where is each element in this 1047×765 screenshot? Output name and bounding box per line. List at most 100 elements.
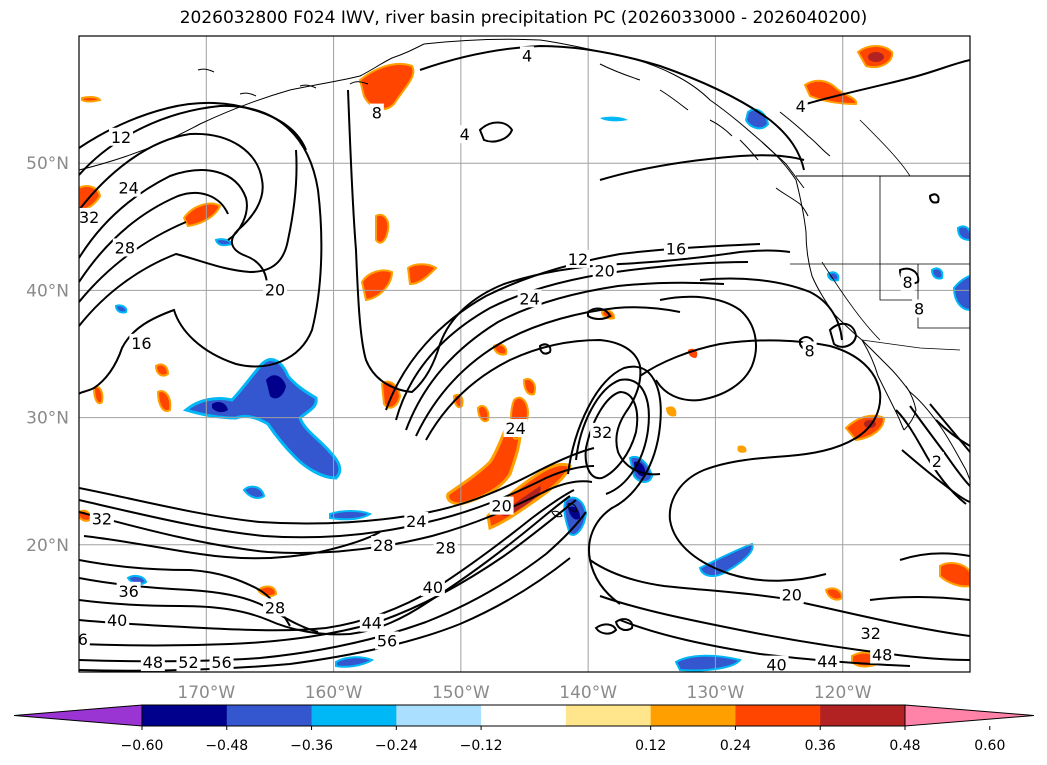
contour-label: 56 [377, 631, 397, 650]
colorbar-segment [650, 705, 736, 726]
contour-label: 48 [872, 645, 892, 664]
contour-label-bg [929, 452, 944, 471]
precip-patch [522, 378, 536, 396]
precip-patch [930, 267, 944, 280]
contour-label-bg [793, 97, 808, 116]
contour-label-bg [503, 419, 528, 438]
gridlines [79, 36, 970, 672]
contour-label-bg [79, 630, 90, 649]
colorbar-segment [311, 705, 397, 726]
precip-patch [956, 225, 970, 242]
contour-label-bg [176, 653, 201, 672]
contour-label-bg [79, 207, 102, 226]
contour-label-bg [433, 538, 458, 557]
colorbar-tick-label: −0.48 [205, 738, 248, 754]
contour-label: 4 [460, 125, 470, 144]
precip-patch [242, 485, 266, 499]
contour-label: 8 [914, 299, 924, 318]
contour-label-bg [371, 536, 396, 555]
contour-label-bg [116, 178, 141, 197]
colorbar-tick-label: 0.36 [805, 738, 836, 754]
contour-label: 32 [79, 208, 99, 227]
contour-label: 48 [143, 653, 163, 672]
precip-patch [952, 274, 970, 312]
coastlines [79, 38, 970, 518]
lon-tick-label: 170°W [177, 683, 235, 703]
contour-label-bg [870, 645, 895, 664]
contour-label-bg [375, 631, 400, 650]
contour-label: 16 [666, 240, 686, 259]
contour-label-bg [764, 655, 789, 672]
colorbar-tick-label: 0.12 [635, 738, 666, 754]
contour-label: 40 [766, 656, 786, 675]
contour-label-bg [565, 249, 590, 268]
contour-label-bg [105, 611, 130, 630]
lon-tick-label: 140°W [559, 683, 617, 703]
precip-patch [674, 654, 742, 672]
contour-label: 20 [782, 586, 802, 605]
precip-patch [92, 385, 104, 405]
contour-label: 44 [362, 614, 382, 633]
precip-patch [256, 585, 278, 598]
contour-label-bg [112, 238, 137, 257]
contour-label: 40 [423, 578, 443, 597]
contour-label: 40 [107, 611, 127, 630]
colorbar-tick-label: 0.24 [720, 738, 751, 754]
contour-label-bg [209, 653, 234, 672]
precip-patch [939, 562, 970, 588]
contour-label: 28 [115, 238, 135, 257]
contour-label: 24 [406, 512, 426, 531]
precip-patch [266, 375, 286, 399]
contour-label: 20 [491, 497, 511, 516]
contour-label-bg [263, 280, 288, 299]
lon-tick-label: 120°W [814, 683, 872, 703]
contour-label: 24 [519, 289, 539, 308]
contour-label-bg [802, 341, 817, 360]
colorbar-segment [142, 705, 228, 726]
precip-patch [156, 390, 172, 412]
contour-label: 2 [932, 452, 942, 471]
lat-tick-label: 20°N [26, 536, 69, 556]
contour-label: 24 [118, 179, 138, 198]
precip-patch [81, 95, 102, 103]
precip-patch [212, 402, 228, 413]
precip-patch [154, 363, 170, 377]
precip-patch [803, 79, 858, 106]
contour-label-bg [369, 103, 384, 122]
contour-label-bg [489, 496, 514, 515]
colorbar-segment [820, 705, 906, 726]
precip-patch [868, 52, 884, 62]
contour-label-bg [592, 261, 617, 280]
contour-label: 16 [131, 334, 151, 353]
precip-patch [600, 116, 628, 122]
contour-label: 56 [211, 653, 231, 672]
precip-patch [182, 202, 222, 228]
contour-label-bg [359, 613, 384, 632]
colorbar-segment [735, 705, 821, 726]
contour-label-bg [779, 585, 804, 604]
contour-label-bg [89, 509, 114, 528]
contour-label: 4 [796, 97, 806, 116]
colorbar-tick-label: 0.48 [889, 738, 920, 754]
contour-label: 28 [265, 598, 285, 617]
colorbar-tick-label: 0.60 [974, 738, 1005, 754]
contour-label: 28 [373, 536, 393, 555]
colorbar: −0.60 −0.48 −0.36 −0.24 −0.12 0.12 0.24 0.36 0.4… [13, 704, 1035, 754]
contour-label-bg [858, 623, 883, 642]
colorbar-segment [481, 705, 567, 726]
latitude-labels: 20°N 30°N 40°N 50°N [26, 154, 69, 556]
lat-tick-label: 40°N [26, 281, 69, 301]
lon-tick-label: 150°W [432, 683, 490, 703]
map-title: 2026032800 F024 IWV, river basin precipi… [179, 8, 868, 28]
contour-label: 8 [903, 273, 913, 292]
precip-patch [329, 510, 373, 521]
contour-label-bg [815, 651, 840, 670]
contour-label: 4 [522, 46, 532, 65]
contour-label: 32 [861, 624, 881, 643]
contour-label: 8 [805, 341, 815, 360]
contour-label-bg [517, 289, 542, 308]
contour-label-bg [457, 125, 472, 144]
precip-patch [375, 213, 390, 244]
lon-tick-label: 130°W [687, 683, 745, 703]
